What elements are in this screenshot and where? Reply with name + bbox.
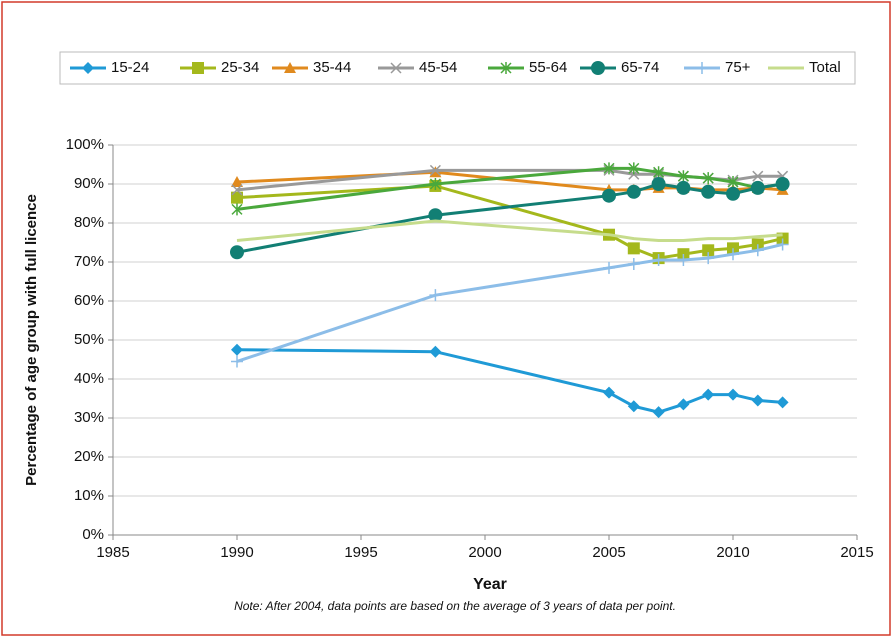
data-point xyxy=(677,254,690,267)
legend-marker xyxy=(284,62,296,73)
legend-marker xyxy=(82,62,94,74)
data-point xyxy=(776,396,789,409)
legend-label: 75+ xyxy=(725,59,751,76)
series-line xyxy=(236,170,783,192)
data-point xyxy=(702,388,715,401)
legend-label: 25-34 xyxy=(221,59,259,76)
legend-label: Total xyxy=(809,59,841,76)
data-point xyxy=(652,254,665,267)
y-tick-label: 10% xyxy=(74,487,104,504)
data-point xyxy=(677,398,690,411)
data-point xyxy=(752,170,764,182)
data-point xyxy=(727,176,739,189)
legend-marker xyxy=(192,62,204,74)
legend-label: 35-44 xyxy=(313,59,351,76)
data-point xyxy=(701,184,716,199)
x-tick-label: 1985 xyxy=(96,544,129,561)
data-point xyxy=(231,184,243,196)
legend-label: 15-24 xyxy=(111,59,149,76)
data-point xyxy=(628,162,640,175)
data-point xyxy=(626,184,641,199)
x-tick-label: 2000 xyxy=(468,544,501,561)
y-tick-label: 20% xyxy=(74,448,104,465)
x-tick-label: 1990 xyxy=(220,544,253,561)
y-tick-label: 60% xyxy=(74,292,104,309)
data-point xyxy=(702,244,715,257)
note: Note: After 2004, data points are based … xyxy=(234,599,676,613)
data-point xyxy=(231,191,243,204)
data-point xyxy=(627,242,640,255)
data-point xyxy=(231,343,243,356)
y-tick-label: 80% xyxy=(74,214,104,231)
y-tick-label: 90% xyxy=(74,175,104,192)
data-point xyxy=(231,203,243,216)
series-line xyxy=(236,219,783,243)
data-point xyxy=(429,178,441,190)
data-point xyxy=(653,166,665,179)
legend-marker xyxy=(500,62,512,74)
y-axis-title: Percentage of age group with full licenc… xyxy=(23,194,40,486)
data-point xyxy=(676,180,691,195)
legend-marker xyxy=(696,62,708,74)
data-point xyxy=(429,345,442,358)
data-point xyxy=(702,172,714,185)
series-line xyxy=(236,166,783,211)
data-point xyxy=(428,208,443,223)
series-line xyxy=(236,348,783,414)
data-point xyxy=(603,162,615,175)
x-tick-label: 1995 xyxy=(344,544,377,561)
data-point xyxy=(627,400,640,413)
data-point xyxy=(702,252,715,265)
data-point xyxy=(231,355,243,368)
data-point xyxy=(651,177,666,191)
data-point xyxy=(602,188,616,203)
data-point xyxy=(231,176,243,188)
y-tick-label: 70% xyxy=(74,253,104,270)
legend-marker xyxy=(591,61,605,75)
legend-label: 45-54 xyxy=(419,59,457,76)
y-tick-label: 30% xyxy=(74,409,104,426)
data-point xyxy=(429,289,442,302)
y-tick-label: 40% xyxy=(74,370,104,387)
data-point xyxy=(603,386,615,399)
data-point xyxy=(727,388,739,401)
x-axis-title: Year xyxy=(473,576,507,593)
data-point xyxy=(627,257,640,270)
data-point xyxy=(751,244,764,257)
data-point xyxy=(775,177,790,191)
x-tick-label: 2005 xyxy=(592,544,625,561)
series-line xyxy=(236,182,783,254)
legend-label: 65-74 xyxy=(621,59,659,76)
data-point xyxy=(727,248,739,261)
data-point xyxy=(776,238,789,251)
series-line xyxy=(236,184,783,260)
data-point xyxy=(603,261,615,274)
data-point xyxy=(726,186,740,201)
data-point xyxy=(652,406,665,419)
data-point xyxy=(429,164,441,176)
x-tick-label: 2010 xyxy=(716,544,749,561)
x-tick-label: 2015 xyxy=(840,544,873,561)
legend-label: 55-64 xyxy=(529,59,567,76)
series-line xyxy=(236,242,783,363)
y-tick-label: 50% xyxy=(74,331,104,348)
legend-marker xyxy=(390,62,402,74)
data-point xyxy=(750,180,765,195)
data-point xyxy=(230,245,244,260)
y-tick-label: 0% xyxy=(82,526,104,543)
data-point xyxy=(677,170,689,183)
y-tick-label: 100% xyxy=(66,136,104,153)
data-point xyxy=(751,394,764,407)
